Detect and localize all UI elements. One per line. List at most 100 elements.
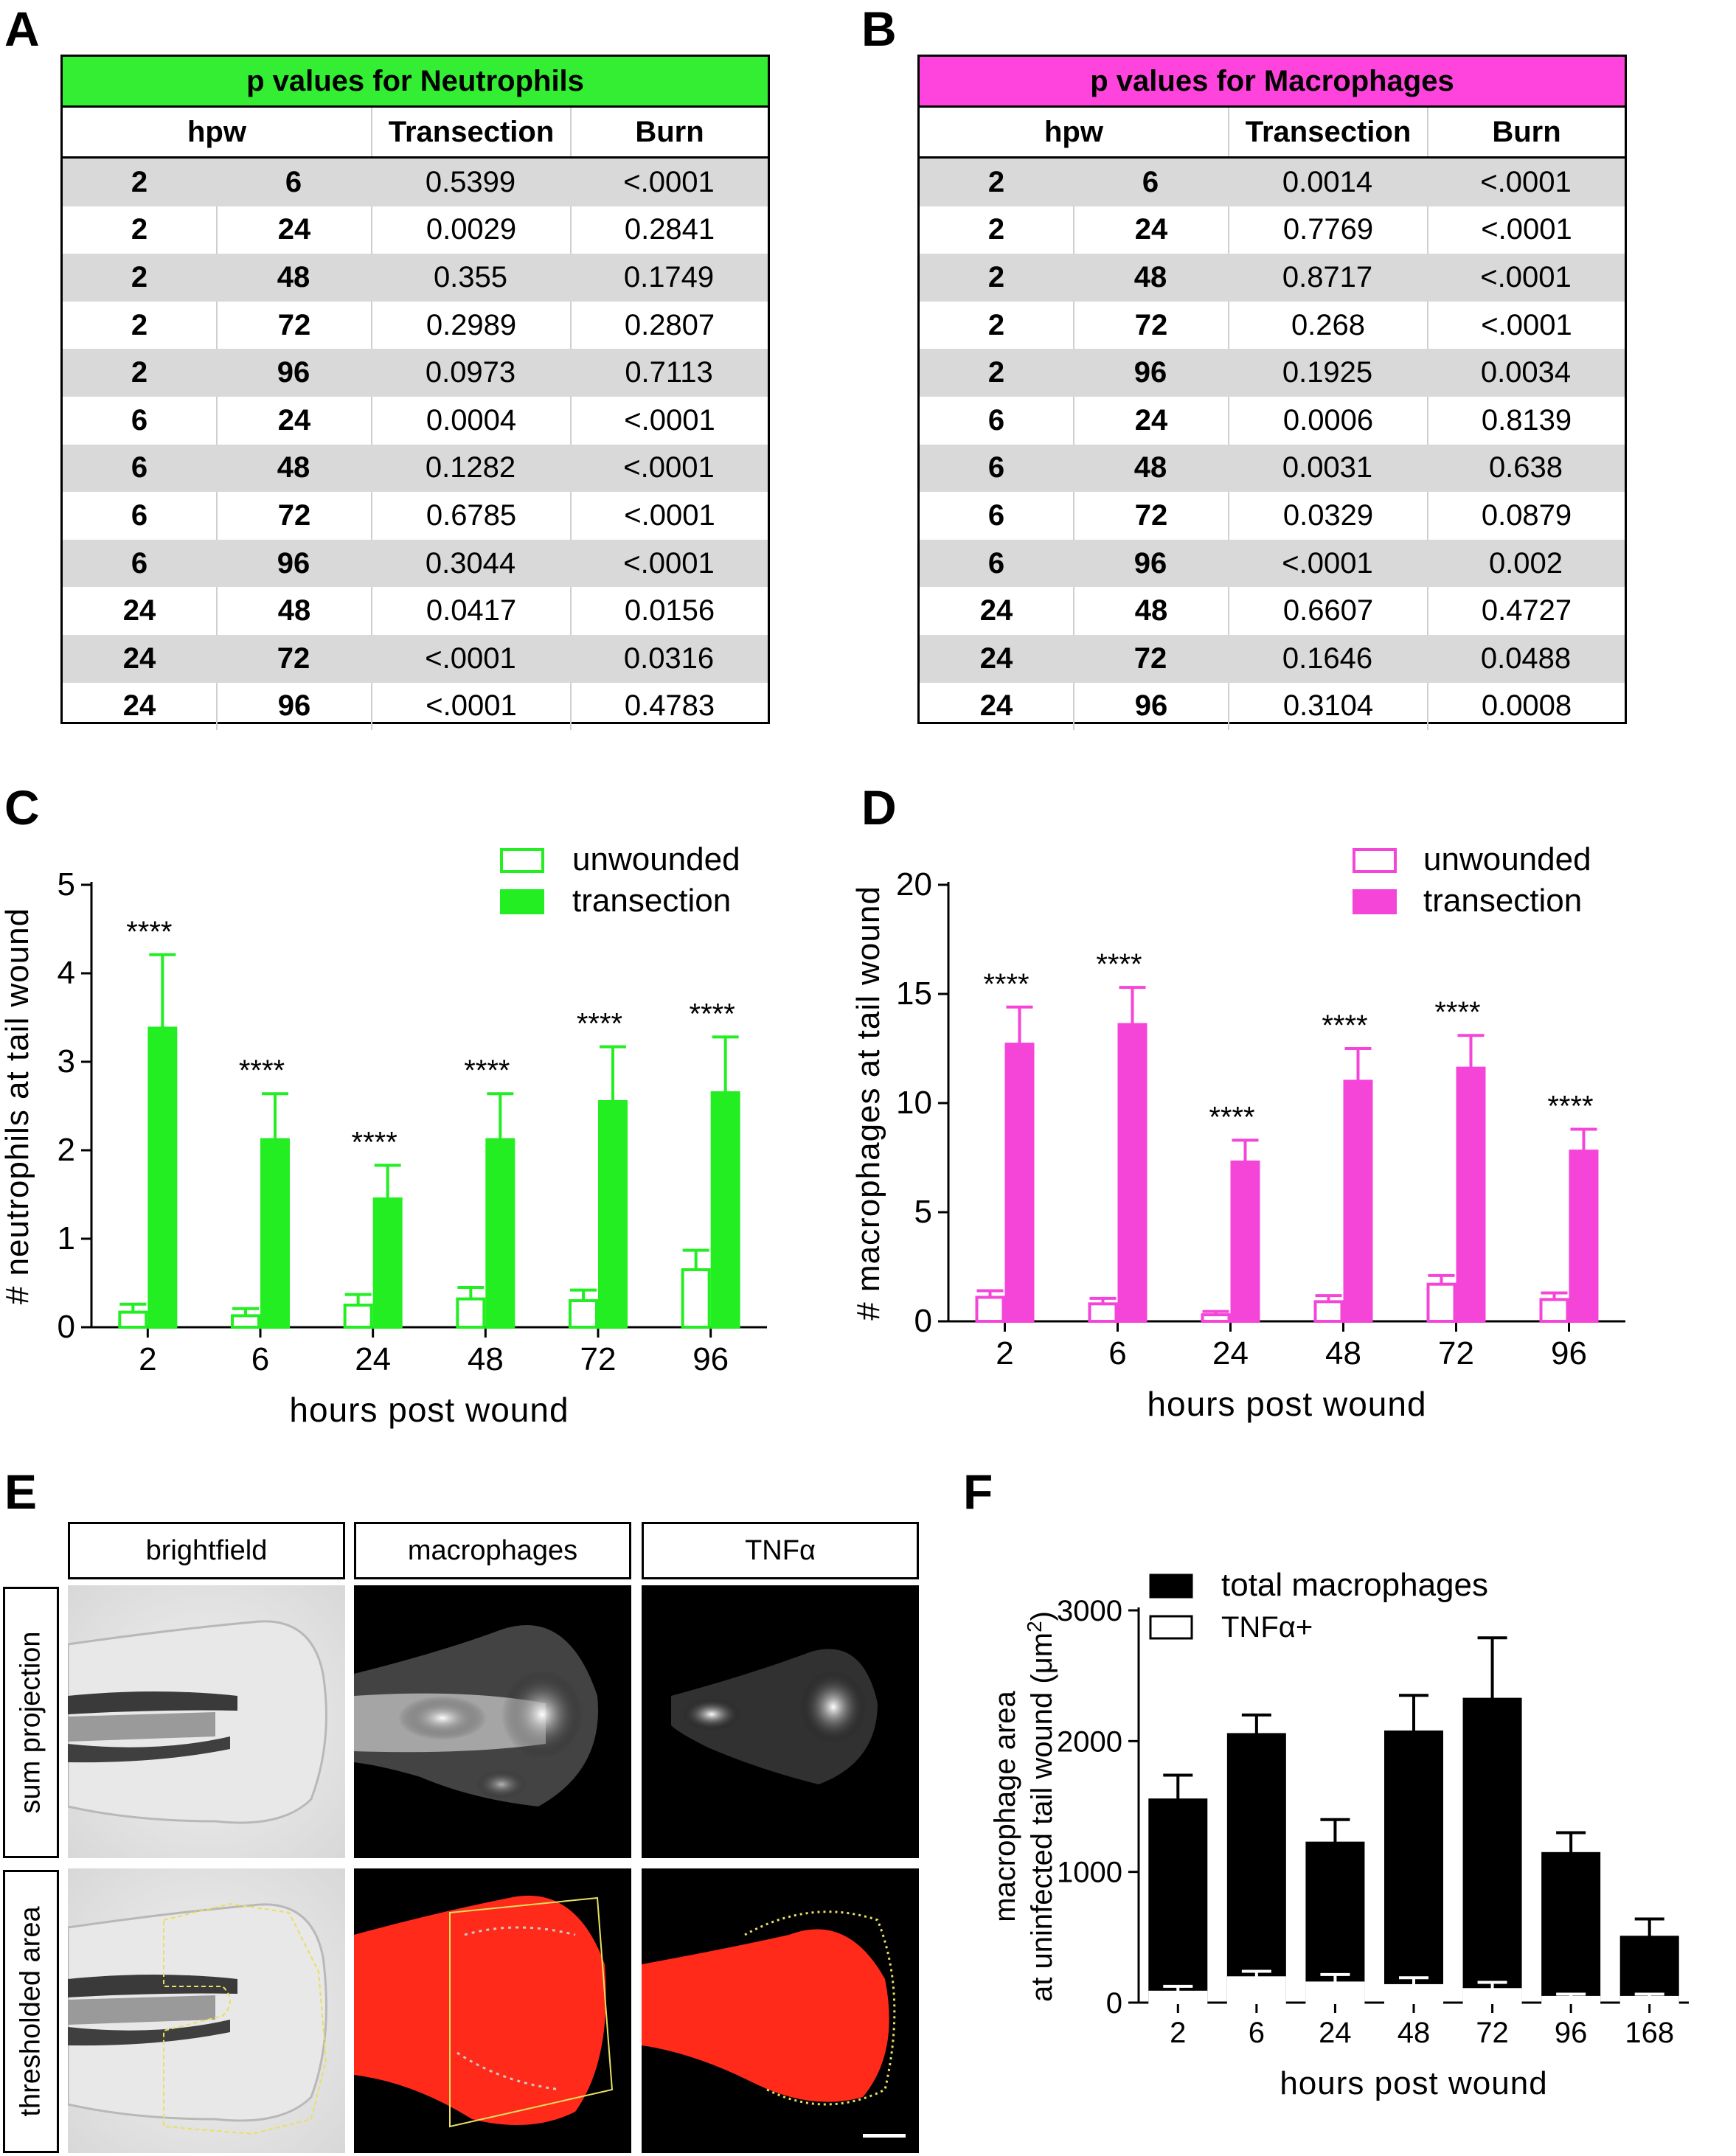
macrophages-sum-projection-image bbox=[354, 1585, 631, 1858]
y-tick-label: 0 bbox=[58, 1309, 75, 1345]
cell-hpw-to: 96 bbox=[277, 546, 310, 580]
bar-unwounded bbox=[1313, 1300, 1344, 1323]
cell-transection: 0.3104 bbox=[1228, 682, 1427, 731]
cell-burn: 0.002 bbox=[1488, 546, 1563, 580]
column-header-burn: Burn bbox=[1427, 108, 1625, 156]
column-header-transection: Transection bbox=[371, 108, 570, 156]
scale-bar bbox=[863, 2134, 906, 2138]
cell-hpw-to: 72 bbox=[216, 492, 371, 540]
bar-unwounded bbox=[975, 1296, 1005, 1324]
cell-hpw-from: 2 bbox=[131, 165, 148, 198]
legend-swatch-tnfa bbox=[1149, 1615, 1193, 1640]
cell-transection: 0.2989 bbox=[371, 301, 570, 350]
cell-hpw-from: 6 bbox=[987, 403, 1005, 437]
cell-burn: 0.4727 bbox=[1427, 587, 1625, 635]
cell-burn: <.0001 bbox=[1427, 206, 1625, 254]
bar-unwounded bbox=[681, 1268, 711, 1329]
table-row: 2 6 0.0014 <.0001 bbox=[920, 159, 1625, 206]
cell-hpw-to: 96 bbox=[277, 356, 310, 389]
significance-label: **** bbox=[352, 1126, 397, 1158]
cell-burn: <.0001 bbox=[570, 492, 768, 540]
cell-burn: 0.0316 bbox=[623, 641, 715, 675]
cell-hpw-to: 24 bbox=[1073, 206, 1228, 254]
cell-hpw-from: 6 bbox=[987, 498, 1005, 532]
cell-transection: 0.3044 bbox=[425, 546, 516, 580]
neutrophil-bar-chart: 0 1 2 3 4 5 2 **** 6 **** 24 **** 48 **** 72 **** 96 ****… bbox=[0, 841, 767, 1429]
bar-transection bbox=[1004, 1043, 1035, 1323]
tnfa-sum-projection-image bbox=[642, 1585, 919, 1858]
cell-burn: 0.7113 bbox=[625, 356, 713, 389]
table-column-header: hpw Transection Burn bbox=[63, 108, 768, 159]
bar-totalmacrophages bbox=[1462, 1697, 1522, 2004]
panel-label-c: C bbox=[4, 780, 40, 835]
cell-hpw-from: 6 bbox=[131, 546, 148, 580]
bar-totalmacrophages bbox=[1148, 1798, 1208, 2004]
bar-unwounded bbox=[456, 1297, 486, 1329]
cell-transection: 0.0029 bbox=[371, 206, 570, 254]
macrophages-thresholded-image bbox=[354, 1868, 631, 2153]
bar-totalmacrophages bbox=[1384, 1730, 1443, 2004]
table-row: 24 48 0.6607 0.4727 bbox=[920, 587, 1625, 635]
significance-label: **** bbox=[690, 998, 735, 1030]
y-tick-label: 5 bbox=[914, 1194, 932, 1230]
y-tick-label: 2 bbox=[58, 1132, 75, 1168]
bar-transection bbox=[372, 1197, 403, 1329]
bar-transection bbox=[1230, 1160, 1260, 1324]
cell-hpw-from: 24 bbox=[122, 641, 156, 675]
neutrophil-p-value-table: p values for Neutrophils hpw Transection… bbox=[60, 55, 770, 731]
cell-hpw-from: 2 bbox=[987, 165, 1005, 198]
legend-swatch-total bbox=[1149, 1573, 1193, 1599]
y-tick-label: 4 bbox=[58, 955, 75, 991]
cell-transection: 0.1282 bbox=[425, 451, 516, 484]
cell-transection: 0.5399 bbox=[425, 165, 516, 198]
significance-label: **** bbox=[126, 916, 172, 948]
bar-transection bbox=[1569, 1150, 1599, 1323]
cell-hpw-from: 6 bbox=[987, 451, 1005, 484]
cell-transection: 0.268 bbox=[1228, 301, 1427, 350]
y-axis-label: # macrophages at tail wound bbox=[855, 886, 886, 1321]
significance-label: **** bbox=[1547, 1091, 1593, 1123]
bar-totalmacrophages bbox=[1541, 1851, 1601, 2004]
bar-transection bbox=[1117, 1023, 1148, 1323]
cell-hpw-from: 2 bbox=[987, 260, 1005, 293]
column-header-hpw: hpw bbox=[187, 115, 246, 148]
cell-hpw-to: 24 bbox=[216, 396, 371, 445]
cell-transection: 0.6785 bbox=[371, 492, 570, 540]
cell-burn: 0.0879 bbox=[1427, 492, 1625, 540]
cell-hpw-to: 48 bbox=[216, 587, 371, 635]
table-row: 2 6 0.5399 <.0001 bbox=[63, 159, 768, 206]
macrophage-area-bar-chart: 0 1000 2000 3000 2 6 24 48 72 96 168 hours post wou… bbox=[989, 1567, 1689, 2101]
cell-hpw-from: 2 bbox=[131, 260, 148, 293]
bar-tnf bbox=[1619, 1995, 1679, 2005]
x-tick-label: 2 bbox=[1170, 2017, 1186, 2049]
cell-transection: 0.0031 bbox=[1282, 451, 1373, 484]
x-tick-label: 6 bbox=[1108, 1335, 1126, 1371]
y-tick-label: 3 bbox=[58, 1043, 75, 1079]
significance-label: **** bbox=[1434, 996, 1480, 1029]
cell-burn: 0.638 bbox=[1488, 451, 1563, 484]
cell-hpw-to: 24 bbox=[1073, 396, 1228, 445]
cell-hpw-to: 48 bbox=[1073, 587, 1228, 635]
x-axis-label: hours post wound bbox=[1280, 2065, 1547, 2101]
table-row: 2 24 0.7769 <.0001 bbox=[920, 206, 1625, 254]
table-row: 6 24 0.0006 0.8139 bbox=[920, 396, 1625, 445]
cell-hpw-to: 72 bbox=[1073, 301, 1228, 350]
cell-hpw-to: 72 bbox=[277, 641, 310, 675]
macrophage-p-value-table: p values for Macrophages hpw Transection… bbox=[917, 55, 1627, 731]
x-axis-label: hours post wound bbox=[289, 1391, 569, 1429]
x-tick-label: 24 bbox=[1319, 2017, 1352, 2049]
x-tick-label: 2 bbox=[996, 1335, 1013, 1371]
bar-tnf bbox=[1305, 1981, 1365, 2005]
cell-burn: 0.0488 bbox=[1480, 641, 1572, 675]
y-axis-label-superscript: 2 bbox=[1023, 1621, 1046, 1632]
cell-hpw-from: 2 bbox=[131, 356, 148, 389]
y-tick-label: 20 bbox=[896, 866, 932, 903]
cell-transection: 0.0014 bbox=[1282, 165, 1373, 198]
table-row: 6 96 0.3044 <.0001 bbox=[63, 539, 768, 588]
table-row: 2 48 0.355 0.1749 bbox=[63, 254, 768, 302]
bar-unwounded bbox=[118, 1310, 148, 1329]
legend-label-transection: transection bbox=[1423, 883, 1582, 919]
cell-hpw-from: 2 bbox=[131, 213, 148, 246]
y-tick-label: 1 bbox=[58, 1220, 75, 1256]
cell-burn: 0.2807 bbox=[570, 301, 768, 350]
